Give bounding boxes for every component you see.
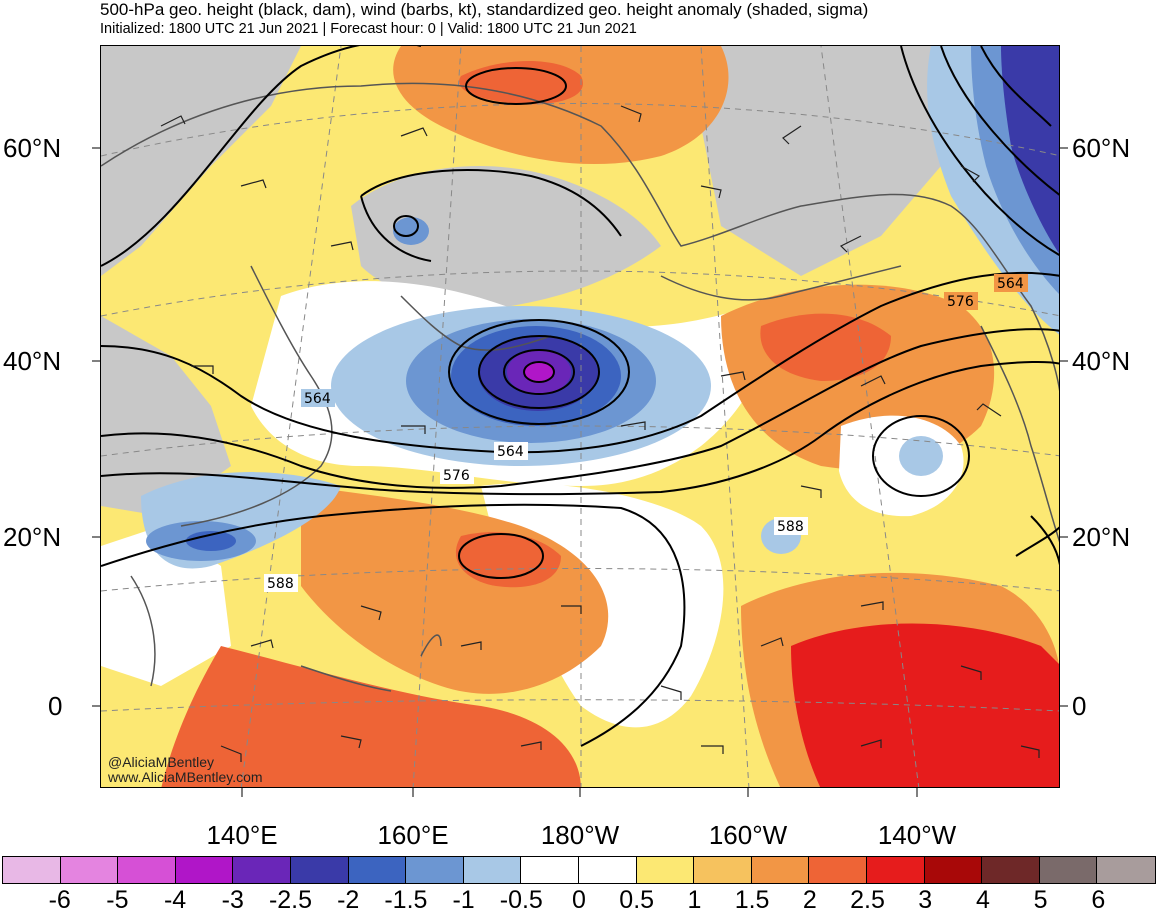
height-contours: [101, 46, 1059, 747]
colorbar-tick-label: -3: [221, 886, 244, 914]
colorbar-swatch: [809, 857, 867, 883]
map-panel: 564 564 576 588 588 564 576: [100, 45, 1060, 788]
colorbar-tick-label: 0.5: [619, 886, 655, 914]
colorbar-swatch: [866, 857, 925, 883]
colorbar-tick-label: 3: [918, 886, 933, 914]
contour-labels: 564 564 576 588 588 564 576: [264, 274, 1028, 592]
colorbar-tick-label: -1: [452, 886, 475, 914]
colorbar-swatch: [751, 857, 810, 883]
lat-label-left: 0: [48, 691, 63, 721]
map-title: 500-hPa geo. height (black, dam), wind (…: [100, 0, 869, 19]
lat-label-right: 20°N: [1072, 522, 1131, 552]
credit-handle: @AliciaMBentley: [108, 754, 215, 770]
colorbar-tick-label: 1: [687, 886, 702, 914]
anomaly-orange-westpac: [301, 486, 609, 694]
colorbar-swatch: [118, 857, 176, 883]
colorbar: [2, 856, 1156, 884]
colorbar-swatch: [924, 857, 983, 883]
map-subtitle: Initialized: 1800 UTC 21 Jun 2021 | Fore…: [100, 21, 637, 37]
lat-label-left: 40°N: [3, 346, 62, 376]
colorbar-swatch: [636, 857, 695, 883]
colorbar-tick-label: -2: [337, 886, 360, 914]
colorbar-tick-label: 4: [975, 886, 990, 914]
colorbar-swatch: [233, 857, 291, 883]
colorbar-swatch: [694, 857, 752, 883]
wind-barbs: [160, 105, 1040, 762]
colorbar-tick-label: 1.5: [734, 886, 770, 914]
colorbar-swatch: [1097, 857, 1155, 883]
anomaly-red-equator-west: [161, 646, 581, 787]
lon-label: 160°E: [377, 820, 449, 850]
anomaly-blue-small-low: [393, 217, 429, 245]
contour-label: 576: [947, 294, 974, 310]
anomaly-gray-bering: [351, 166, 661, 307]
colorbar-swatch: [463, 857, 522, 883]
colorbar-tick-label: 2.5: [850, 886, 885, 914]
anomaly-blue-cutoff: [899, 436, 943, 476]
colorbar-swatch: [348, 857, 407, 883]
colorbar-tick-label: -0.5: [499, 886, 543, 914]
anomaly-purple-core: [523, 361, 555, 383]
colorbar-swatch: [578, 857, 637, 883]
contour-label: 576: [443, 468, 470, 484]
lon-label: 140°W: [877, 820, 957, 850]
contour-label: 588: [777, 519, 804, 535]
map-canvas: 564 564 576 588 588 564 576: [101, 46, 1059, 787]
contour-label: 588: [267, 576, 294, 592]
colorbar-tick-label: 6: [1091, 886, 1106, 914]
anomaly-blue-west-3: [186, 531, 236, 551]
colorbar-swatch: [406, 857, 464, 883]
colorbar-tick-label: 5: [1033, 886, 1048, 914]
graticule: [101, 46, 1059, 787]
lat-label-left: 60°N: [3, 133, 62, 163]
colorbar-tick-label: -2.5: [268, 886, 313, 914]
contour-label: 564: [304, 391, 331, 407]
anomaly-red-westpac: [455, 532, 561, 588]
anomaly-gray-nw: [101, 46, 301, 276]
colorbar-swatch: [290, 857, 349, 883]
colorbar-swatch: [1039, 857, 1098, 883]
colorbar-tick-label: -6: [48, 886, 71, 914]
anomaly-red-east-tropics: [791, 623, 1059, 787]
lon-label: 160°W: [708, 820, 788, 850]
colorbar-swatch: [521, 857, 579, 883]
contour-label: 564: [497, 444, 524, 460]
colorbar-tick-label: 0: [572, 886, 586, 914]
contour-label: 564: [997, 276, 1024, 292]
colorbar-swatch: [60, 857, 119, 883]
lat-label-right: 40°N: [1072, 346, 1131, 376]
colorbar-swatch: [175, 857, 234, 883]
colorbar-tick-label: -1.5: [384, 886, 428, 914]
lon-label: 140°E: [206, 820, 278, 850]
lat-label-right: 0: [1072, 691, 1087, 721]
credit-url: www.AliciaMBentley.com: [108, 769, 263, 785]
anomaly-gray-japan: [101, 316, 231, 516]
colorbar-swatch: [982, 857, 1040, 883]
lat-label-right: 60°N: [1072, 133, 1131, 163]
anomaly-red-siberia: [459, 61, 583, 105]
colorbar-swatch: [3, 857, 61, 883]
colorbar-tick-label: 2: [802, 886, 817, 914]
colorbar-tick-label: -4: [163, 886, 187, 914]
lon-label: 180°W: [540, 820, 620, 850]
colorbar-tick-label: -5: [106, 886, 129, 914]
lat-label-left: 20°N: [3, 522, 62, 552]
